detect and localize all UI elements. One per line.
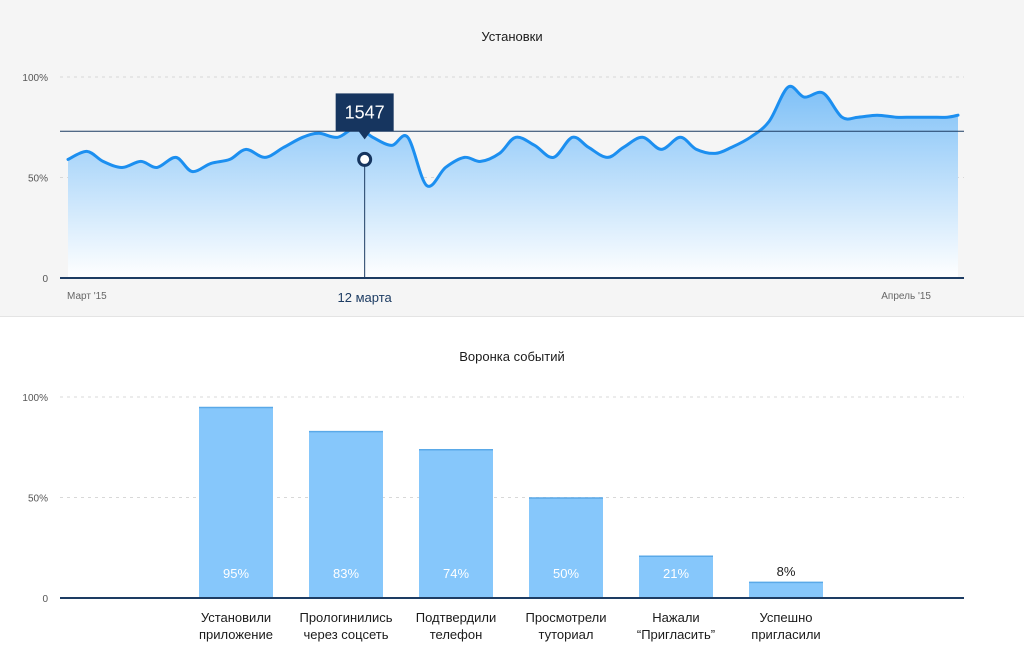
hover-tooltip: 1547 <box>335 93 394 140</box>
category-label: Успешно <box>760 610 813 625</box>
bar-value-label: 83% <box>333 566 359 581</box>
y-tick-label: 0 <box>42 274 48 285</box>
x-tick-label: Март '15 <box>67 291 107 302</box>
tooltip-value: 1547 <box>345 102 385 122</box>
tooltip-arrow <box>358 131 371 140</box>
category-label: Нажали <box>652 610 699 625</box>
installs-title: Установки <box>481 29 542 44</box>
funnel-bar[interactable] <box>639 555 713 598</box>
funnel-bar[interactable] <box>419 449 493 598</box>
bar-value-label: 8% <box>777 564 796 579</box>
funnel-bar[interactable] <box>749 581 823 598</box>
y-tick-label: 100% <box>22 73 48 84</box>
bar-value-label: 50% <box>553 566 579 581</box>
category-label: “Пригласить” <box>637 627 715 642</box>
category-label: телефон <box>430 627 483 642</box>
category-label: Установили <box>201 610 271 625</box>
category-label: приложение <box>199 627 273 642</box>
y-tick-label: 50% <box>28 174 48 185</box>
category-label: туториал <box>539 627 594 642</box>
bar-value-label: 21% <box>663 566 689 581</box>
installs-chart: Установки 100% 50% 0 Март '15 Апрель '15 15… <box>22 29 964 305</box>
installs-series-line <box>66 84 960 188</box>
category-label: через соцсеть <box>304 627 389 642</box>
category-label: Просмотрели <box>525 610 606 625</box>
funnel-bar[interactable] <box>309 431 383 598</box>
y-tick-label: 100% <box>22 393 48 404</box>
funnel-title: Воронка событий <box>459 349 565 364</box>
bar-value-label: 95% <box>223 566 249 581</box>
funnel-bar[interactable] <box>529 497 603 599</box>
hover-point[interactable] <box>357 151 373 167</box>
category-label: Подтвердили <box>416 610 496 625</box>
x-tick-label: Апрель '15 <box>881 291 931 302</box>
category-label: Прологинились <box>299 610 392 625</box>
y-tick-label: 0 <box>42 594 48 605</box>
tooltip-box <box>335 93 394 132</box>
hover-date-label: 12 марта <box>338 290 393 305</box>
y-tick-label: 50% <box>28 494 48 505</box>
bar-value-label: 74% <box>443 566 469 581</box>
funnel-panel <box>0 317 1024 663</box>
installs-area <box>68 86 958 279</box>
funnel-bar[interactable] <box>199 407 273 598</box>
category-label: пригласили <box>751 627 820 642</box>
